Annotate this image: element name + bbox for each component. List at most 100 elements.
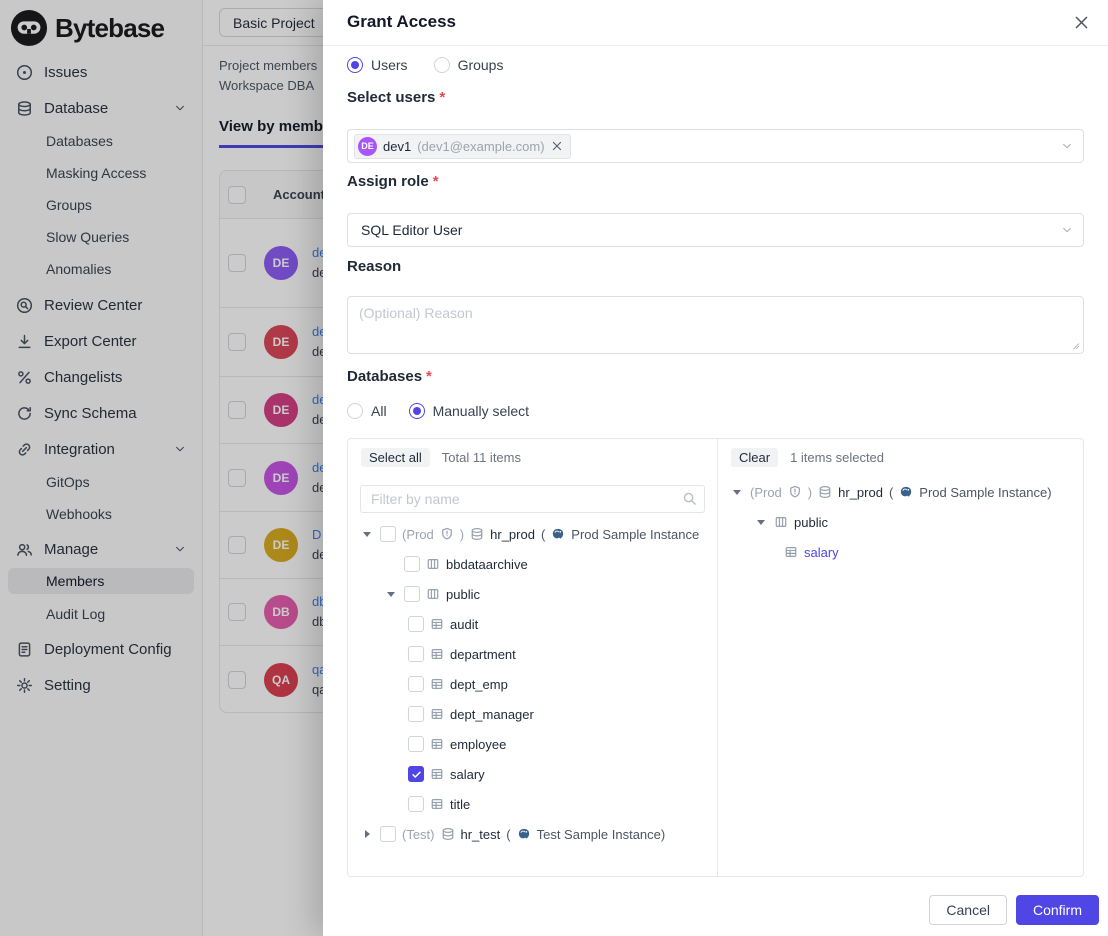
node-checkbox[interactable] (408, 706, 424, 722)
member-name-link[interactable]: D (312, 527, 322, 542)
radio-users-control[interactable] (347, 57, 363, 73)
node-checkbox[interactable] (380, 826, 396, 842)
node-checkbox[interactable] (408, 676, 424, 692)
radio-groups-control[interactable] (433, 57, 450, 73)
member-name-link[interactable]: de (312, 392, 327, 407)
radio-groups[interactable]: Groups (433, 57, 503, 73)
tab-view-by-members[interactable]: View by members (219, 118, 346, 135)
row-checkbox[interactable] (228, 468, 246, 487)
radio-manually-select[interactable]: Manually select (408, 403, 529, 419)
radio-users[interactable]: Users (347, 57, 408, 73)
sidebar-item-changelists[interactable]: Changelists (8, 362, 194, 392)
row-checkbox[interactable] (228, 254, 246, 272)
environment-shield-icon (440, 527, 454, 541)
sidebar-item-sync-schema[interactable]: Sync Schema (8, 398, 194, 428)
member-email: de (312, 344, 327, 359)
tree-node-bbdataarchive[interactable]: bbdataarchive (360, 549, 717, 579)
total-items-label: Total 11 items (441, 450, 521, 465)
sidebar-item-setting[interactable]: Setting (8, 670, 194, 700)
project-selector[interactable]: Basic Project (219, 8, 329, 37)
caret-down-icon[interactable] (360, 531, 374, 537)
postgres-icon (899, 485, 913, 499)
close-button[interactable] (1068, 9, 1094, 35)
tree-node-hr-prod[interactable]: (Prod) hr_prod (Prod Sample Instance (360, 519, 717, 549)
tree-node-salary-selected[interactable]: salary (730, 537, 1083, 567)
bytebase-logo[interactable]: Bytebase (10, 9, 165, 47)
tree-node-employee[interactable]: employee (360, 729, 717, 759)
radio-all-control[interactable] (347, 403, 363, 419)
sidebar-item-issues[interactable]: Issues (8, 57, 194, 87)
node-checkbox[interactable] (408, 736, 424, 752)
sidebar-item-members[interactable]: Members (8, 568, 194, 594)
caret-down-icon[interactable] (754, 519, 768, 525)
assign-role-select[interactable]: SQL Editor User (347, 213, 1084, 247)
select-all-button[interactable]: Select all (361, 448, 430, 467)
caret-down-icon[interactable] (730, 489, 744, 495)
tree-node-dept-manager[interactable]: dept_manager (360, 699, 717, 729)
sidebar-item-gitops[interactable]: GitOps (46, 474, 90, 490)
caret-right-icon[interactable] (360, 830, 374, 838)
sidebar-item-databases[interactable]: Databases (46, 133, 113, 149)
filter-by-name-input[interactable] (360, 485, 705, 513)
remove-user-icon[interactable] (551, 140, 563, 152)
confirm-button[interactable]: Confirm (1015, 895, 1099, 925)
sidebar-item-masking-access[interactable]: Masking Access (46, 165, 147, 181)
close-icon (1073, 14, 1090, 31)
tree-node-dept-emp[interactable]: dept_emp (360, 669, 717, 699)
tree-node-public[interactable]: public (360, 579, 717, 609)
select-users-input[interactable]: DE dev1 (dev1@example.com) (347, 129, 1084, 163)
table-icon (430, 677, 444, 691)
member-name-link[interactable]: de (312, 459, 327, 475)
tree-node-audit[interactable]: audit (360, 609, 717, 639)
sidebar-item-integration[interactable]: Integration (8, 434, 194, 464)
select-all-rows-checkbox[interactable] (228, 185, 246, 204)
table-row[interactable]: QA qa qa (220, 646, 1108, 712)
selected-user-tag: DE dev1 (dev1@example.com) (354, 133, 571, 159)
tree-node-department[interactable]: department (360, 639, 717, 669)
node-checkbox[interactable] (408, 646, 424, 662)
sidebar-item-export-center[interactable]: Export Center (8, 326, 194, 356)
row-checkbox[interactable] (228, 401, 246, 419)
filter-input-wrap (360, 485, 705, 513)
node-checkbox[interactable] (404, 586, 420, 602)
deployment-config-icon (16, 641, 33, 658)
row-checkbox[interactable] (228, 333, 246, 351)
row-checkbox[interactable] (228, 603, 246, 621)
radio-all[interactable]: All (347, 403, 387, 419)
clear-button[interactable]: Clear (731, 448, 779, 467)
tree-node-hr-prod[interactable]: (Prod) hr_prod (Prod Sample Instance) (730, 477, 1083, 507)
table-icon (430, 767, 444, 781)
selected-tree: (Prod) hr_prod (Prod Sample Instance) pu… (730, 477, 1083, 567)
tree-node-salary[interactable]: salary (360, 759, 717, 789)
setting-icon (16, 677, 33, 694)
tree-node-hr-test[interactable]: (Test) hr_test (Test Sample Instance) (360, 819, 717, 849)
radio-manual-control[interactable] (408, 403, 425, 419)
reason-textarea[interactable] (347, 296, 1084, 354)
sidebar-item-groups[interactable]: Groups (46, 197, 92, 213)
node-checkbox[interactable] (404, 556, 420, 572)
sidebar-item-anomalies[interactable]: Anomalies (46, 261, 112, 277)
member-name-link[interactable]: db (312, 594, 327, 609)
sidebar-item-deployment-config[interactable]: Deployment Config (8, 634, 194, 664)
row-checkbox[interactable] (228, 536, 246, 554)
node-checkbox[interactable] (380, 526, 396, 542)
node-checkbox[interactable] (408, 796, 424, 812)
tree-node-public[interactable]: public (730, 507, 1083, 537)
sidebar-item-review-center[interactable]: Review Center (8, 290, 194, 320)
select-users-label: Select users * (347, 89, 446, 106)
sidebar-item-manage[interactable]: Manage (8, 534, 194, 564)
table-icon (430, 647, 444, 661)
sidebar-item-webhooks[interactable]: Webhooks (46, 506, 112, 522)
member-name-link[interactable]: de (312, 245, 327, 260)
sidebar-item-slow-queries[interactable]: Slow Queries (46, 229, 130, 245)
node-checkbox[interactable] (408, 616, 424, 632)
node-checkbox-checked[interactable] (408, 766, 424, 782)
caret-down-icon[interactable] (384, 591, 398, 597)
member-name-link[interactable]: de (312, 324, 327, 339)
sidebar-item-database[interactable]: Database (8, 93, 194, 123)
sidebar-item-audit-log[interactable]: Audit Log (46, 606, 106, 622)
cancel-button[interactable]: Cancel (929, 895, 1007, 925)
member-name-link[interactable]: qa (312, 661, 327, 677)
row-checkbox[interactable] (228, 670, 246, 689)
tree-node-title[interactable]: title (360, 789, 717, 819)
